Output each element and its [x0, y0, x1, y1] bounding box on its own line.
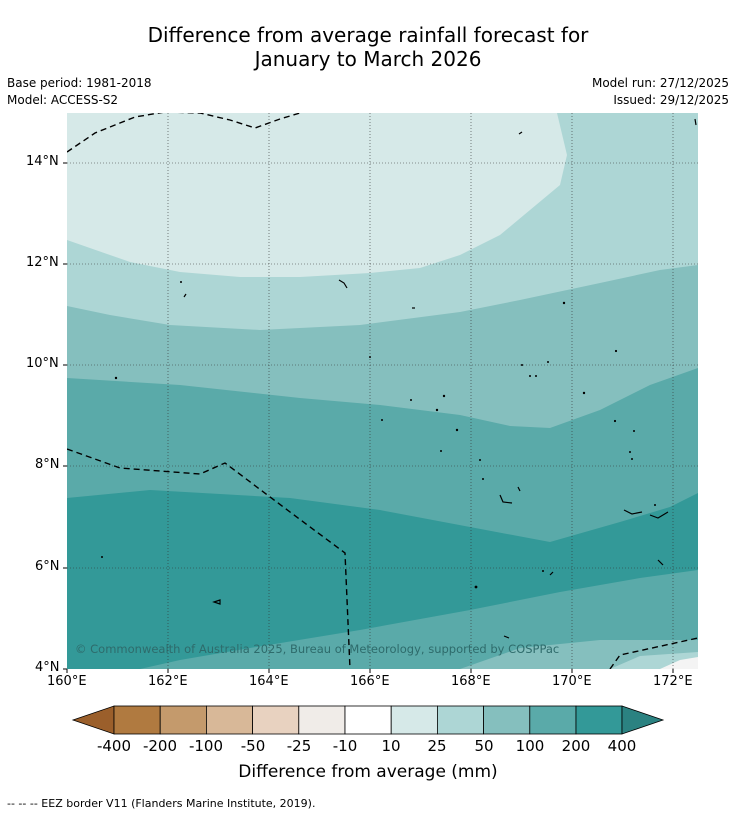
lon-label-164e: 164°E — [249, 674, 289, 689]
title-line-2: January to March 2026 — [254, 47, 482, 71]
colorbar-tick-label: -200 — [142, 737, 178, 755]
colorbar-swatch — [483, 705, 531, 735]
lat-label-6n: 6°N — [35, 559, 60, 574]
colorbar-tick-label: -50 — [240, 737, 266, 755]
colorbar-swatch — [298, 705, 346, 735]
issued-date: Issued: 29/12/2025 — [613, 93, 729, 107]
eez-border — [67, 113, 698, 669]
colorbar-tick-label: -100 — [188, 737, 224, 755]
colorbar — [71, 705, 665, 735]
colorbar-tick-label: 10 — [381, 737, 401, 755]
colorbar-swatch — [205, 705, 253, 735]
axis-ticks — [63, 162, 674, 673]
band-neutral — [660, 657, 698, 669]
colorbar-swatch — [113, 705, 161, 735]
colorbar-swatch — [252, 705, 300, 735]
colorbar-swatch — [529, 705, 577, 735]
colorbar-tick-label: 25 — [427, 737, 447, 755]
lon-label-166e: 166°E — [350, 674, 390, 689]
island-outlines — [183, 118, 697, 639]
colorbar-tick-label: 50 — [474, 737, 494, 755]
copyright-notice: © Commonwealth of Australia 2025, Bureau… — [75, 642, 560, 656]
lat-label-10n: 10°N — [26, 356, 59, 371]
lon-label-160e: 160°E — [47, 674, 87, 689]
model-name: Model: ACCESS-S2 — [7, 93, 119, 107]
lat-label-4n: 4°N — [35, 660, 60, 675]
model-run: Model run: 27/12/2025 — [591, 76, 729, 90]
lat-label-14n: 14°N — [26, 154, 59, 169]
colorbar-tick-label: 400 — [607, 737, 637, 755]
colorbar-swatch — [436, 705, 484, 735]
lat-label-8n: 8°N — [35, 457, 60, 472]
colorbar-extend-high — [621, 705, 665, 735]
lon-label-162e: 162°E — [148, 674, 188, 689]
colorbar-swatch — [390, 705, 438, 735]
colorbar-swatch — [344, 705, 392, 735]
colorbar-title: Difference from average (mm) — [238, 762, 498, 782]
graticule — [67, 113, 698, 669]
colorbar-extend-low — [71, 705, 115, 735]
title-line-1: Difference from average rainfall forecas… — [147, 23, 589, 47]
colorbar-swatch — [575, 705, 623, 735]
atoll-dots — [101, 281, 656, 589]
colorbar-tick-label: -10 — [332, 737, 358, 755]
colorbar-tick-label: -25 — [286, 737, 312, 755]
lat-label-12n: 12°N — [26, 255, 59, 270]
band-10-25 — [67, 113, 567, 277]
rainfall-map — [67, 113, 698, 669]
colorbar-tick-label: -400 — [96, 737, 132, 755]
colorbar-tick-label: 200 — [561, 737, 591, 755]
lon-label-168e: 168°E — [451, 674, 491, 689]
lon-label-172e: 172°E — [653, 674, 693, 689]
colorbar-swatch — [159, 705, 207, 735]
lon-label-170e: 170°E — [552, 674, 592, 689]
colorbar-tick-label: 100 — [515, 737, 545, 755]
base-period: Base period: 1981-2018 — [7, 76, 152, 90]
eez-footnote: -- -- -- EEZ border V11 (Flanders Marine… — [7, 797, 316, 810]
